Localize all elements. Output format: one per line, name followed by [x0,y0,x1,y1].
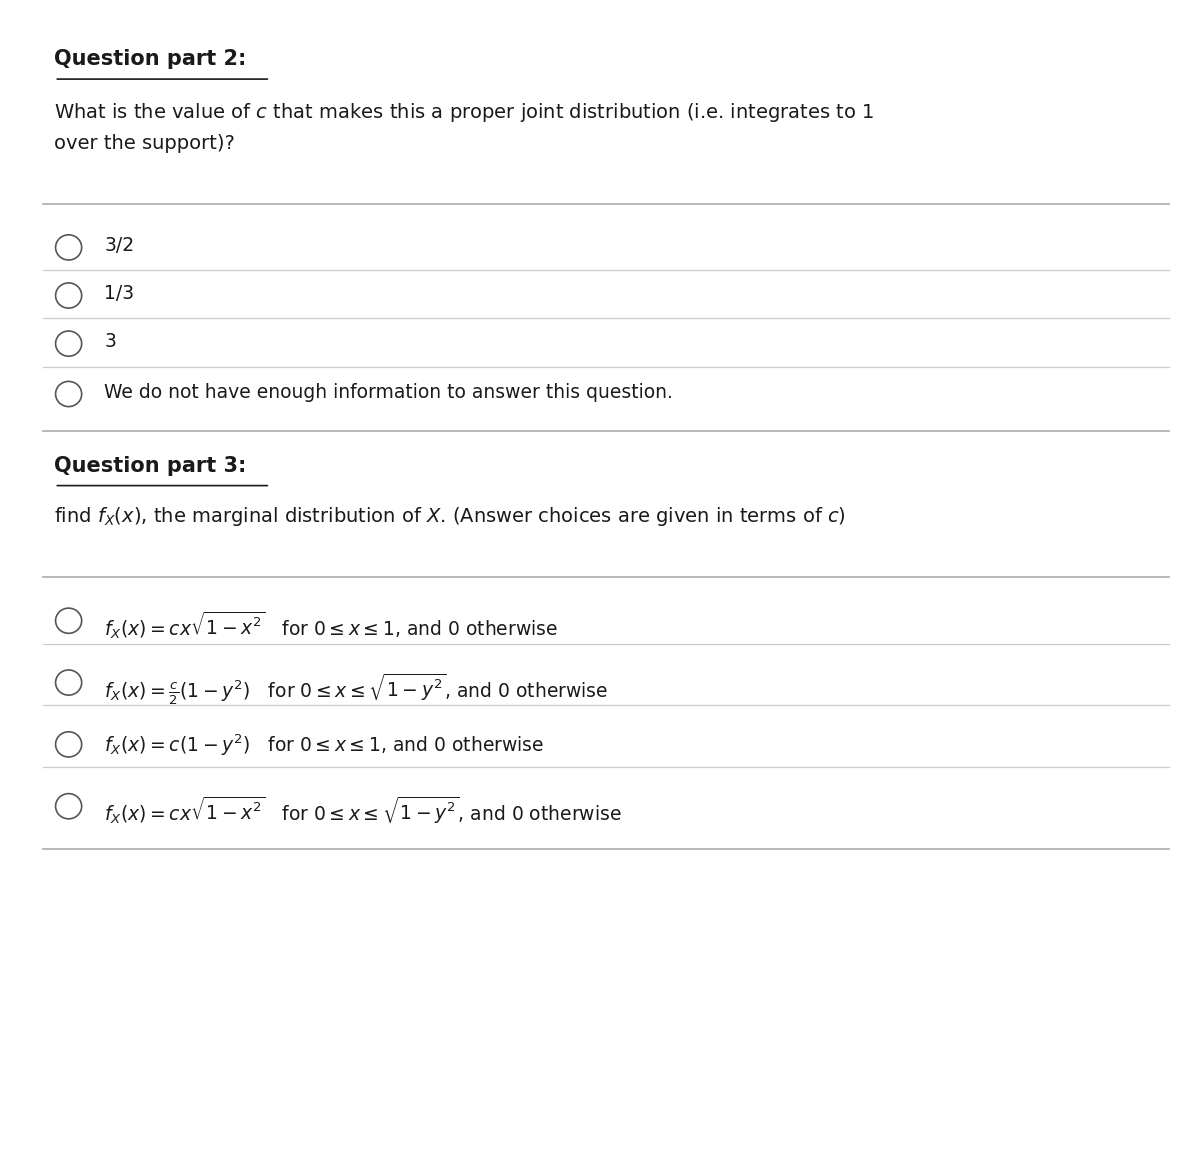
Text: $f_X(x) = c(1-y^2)$   for $0 \leq x \leq 1$, and 0 otherwise: $f_X(x) = c(1-y^2)$ for $0 \leq x \leq 1… [104,732,545,758]
Text: 3: 3 [104,333,116,351]
Text: Question part 2:: Question part 2: [54,50,247,70]
Text: What is the value of $c$ that makes this a proper joint distribution (i.e. integ: What is the value of $c$ that makes this… [54,101,875,153]
Text: We do not have enough information to answer this question.: We do not have enough information to ans… [104,382,673,401]
Text: find $f_X(x)$, the marginal distribution of $X$. (Answer choices are given in te: find $f_X(x)$, the marginal distribution… [54,505,846,529]
Text: $f_X(x) = cx\sqrt{1-x^2}$   for $0 \leq x \leq \sqrt{1-y^2}$, and 0 otherwise: $f_X(x) = cx\sqrt{1-x^2}$ for $0 \leq x … [104,795,622,826]
Text: 3/2: 3/2 [104,236,134,255]
Text: $f_X(x) = cx\sqrt{1-x^2}$   for $0 \leq x \leq 1$, and 0 otherwise: $f_X(x) = cx\sqrt{1-x^2}$ for $0 \leq x … [104,610,558,641]
Text: Question part 3:: Question part 3: [54,455,247,476]
Text: $f_X(x) = \frac{c}{2}(1-y^2)$   for $0 \leq x \leq \sqrt{1-y^2}$, and 0 otherwis: $f_X(x) = \frac{c}{2}(1-y^2)$ for $0 \le… [104,671,608,707]
Text: 1/3: 1/3 [104,284,134,302]
